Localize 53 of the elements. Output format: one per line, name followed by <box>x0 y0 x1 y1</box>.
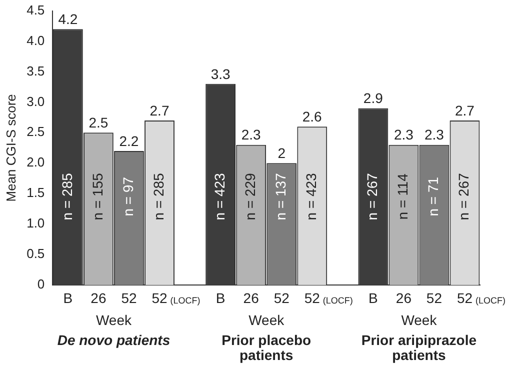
annotation: n = 114 <box>394 173 411 220</box>
x-tick-label: 52 (LOCF) <box>152 290 200 306</box>
x-tick-label: B <box>63 290 73 306</box>
annotation: n = 285 <box>58 172 75 220</box>
x-tick-label: 52 <box>121 290 137 306</box>
y-tick-label: 0 <box>37 276 45 292</box>
annotation: n = 155 <box>89 172 106 220</box>
text: Prior aripiprazole patients <box>361 332 477 363</box>
y-axis-title: Mean CGI-S score <box>3 94 18 202</box>
annotation: n = 423 <box>211 172 228 220</box>
data-label: 2.2 <box>119 132 139 149</box>
data-label: 2.3 <box>241 126 262 143</box>
y-tick-label: 1.0 <box>26 216 45 231</box>
x-tick-label: B <box>216 290 226 306</box>
y-tick-label: 2.0 <box>26 154 45 170</box>
text: Prior placebo patients <box>222 332 312 363</box>
y-tick-label: 1.5 <box>26 185 45 200</box>
x-tick-label: 52 (LOCF) <box>456 290 506 306</box>
text: Week <box>401 312 438 328</box>
annotation: n = 97 <box>120 176 136 216</box>
data-label: 2.9 <box>363 90 384 106</box>
x-tick-label: 52 <box>426 290 442 306</box>
data-label: 2.3 <box>394 126 414 143</box>
data-label: 4.2 <box>58 10 78 27</box>
data-label: 2.5 <box>88 114 108 131</box>
y-tick-label: 4.0 <box>26 32 45 48</box>
text: Week <box>96 312 132 328</box>
x-tick-label: 52 <box>274 290 290 306</box>
text: Week <box>248 312 286 328</box>
y-tick-label: 4.5 <box>26 2 45 18</box>
annotation: n = 423 <box>302 172 319 220</box>
x-tick-label: 52 (LOCF) <box>304 290 353 306</box>
y-tick-label: 2.5 <box>26 124 45 140</box>
x-tick-label: B <box>368 290 378 306</box>
x-tick-label: 26 <box>243 290 260 306</box>
text: De novo patients <box>57 332 170 348</box>
data-label: 2.6 <box>302 108 322 124</box>
y-tick-label: 0.5 <box>26 246 45 262</box>
y-tick-label: 3.5 <box>26 63 45 78</box>
annotation: n = 267 <box>456 172 472 220</box>
annotation: n = 285 <box>150 172 166 220</box>
annotation: n = 229 <box>242 172 258 220</box>
data-label: 2.3 <box>424 126 444 143</box>
x-tick-label: 26 <box>90 290 106 306</box>
annotation: n = 267 <box>364 172 380 220</box>
data-label: 2 <box>278 144 286 161</box>
y-tick-label: 3.0 <box>26 94 45 109</box>
annotation: n = 71 <box>425 176 442 216</box>
data-label: 2.7 <box>150 102 170 118</box>
annotation: n = 137 <box>272 172 288 220</box>
data-label: 2.7 <box>455 102 475 118</box>
x-tick-label: 26 <box>396 290 412 306</box>
data-label: 3.3 <box>210 66 230 82</box>
